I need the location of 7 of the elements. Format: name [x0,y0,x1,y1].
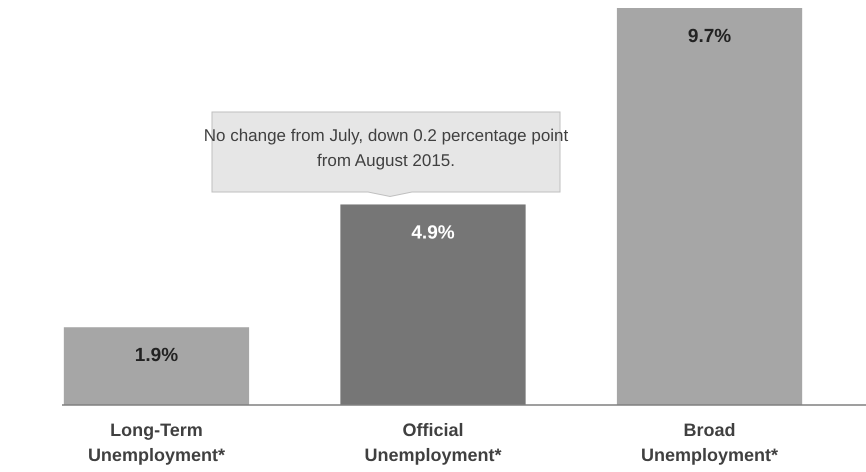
data-label: 1.9% [134,345,178,366]
x-tick-label: Broad Unemployment* [641,420,778,465]
x-tick-label: Long-Term Unemployment* [88,420,225,465]
annotation: No change from July, down 0.2 percentage point from August 2015. [204,126,569,170]
x-tick-label: Official Unemployment* [364,420,502,465]
data-label: 9.7% [688,26,732,47]
data-label: 4.9% [411,222,455,244]
